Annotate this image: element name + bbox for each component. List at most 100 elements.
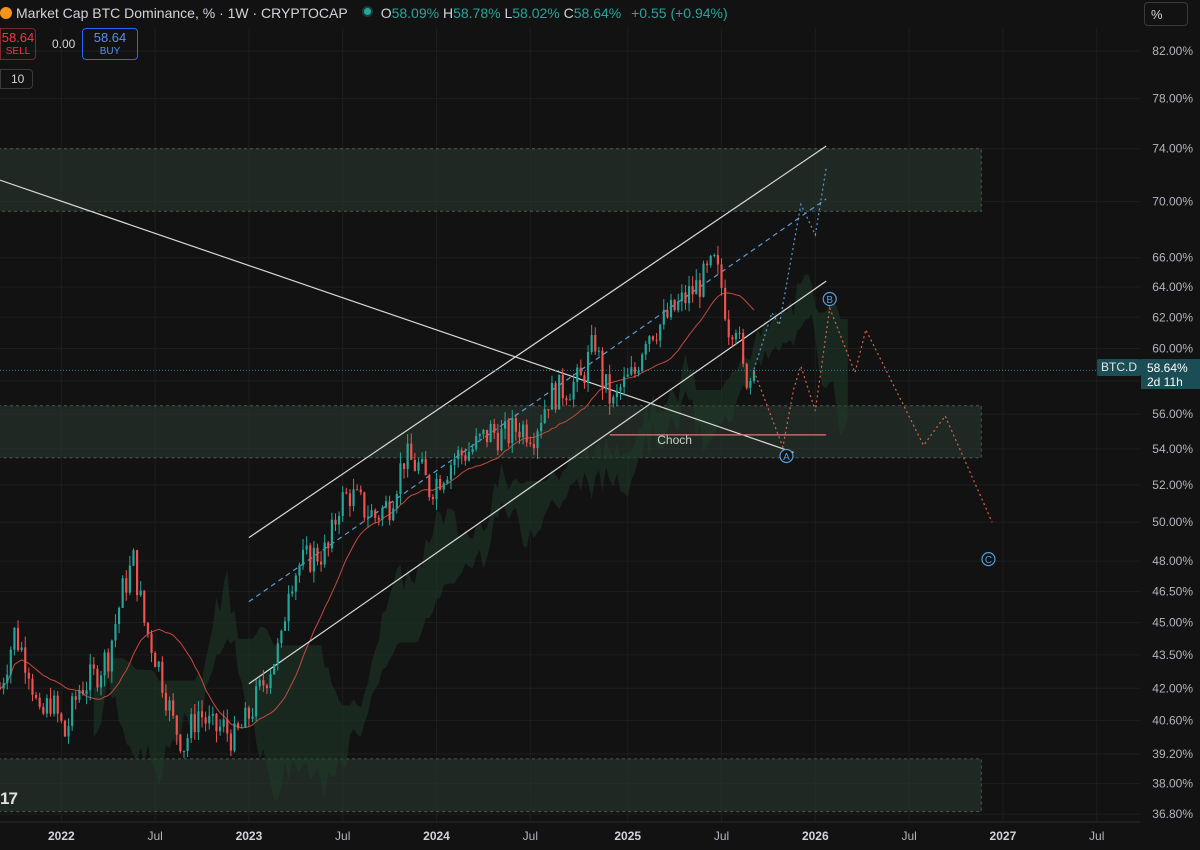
candle-body	[673, 299, 676, 311]
candle-body	[298, 565, 301, 576]
candle-body	[752, 370, 756, 381]
candle-body	[507, 421, 510, 444]
candle-body	[107, 652, 110, 672]
candle-body	[428, 475, 431, 498]
candle-body	[399, 463, 402, 495]
candle-body	[370, 510, 373, 517]
time-axis[interactable]: 2022 Jul 2023 Jul 2024 Jul 2025 Jul 2026 Jul 2027 J…	[0, 821, 1200, 850]
candle-body	[301, 549, 305, 566]
candle-body	[460, 450, 463, 456]
choch-label: Choch	[657, 433, 692, 447]
candle-body	[366, 516, 370, 518]
close-value: 58.64%	[573, 5, 622, 21]
candle-body	[659, 324, 662, 341]
candle-body	[677, 301, 680, 311]
legend-title: Market Cap BTC Dominance, % · 1W · CRYPT…	[16, 5, 348, 21]
time-tick-label: 2025	[614, 829, 641, 843]
candle-body	[182, 750, 186, 752]
candle-body	[583, 375, 586, 384]
descending-trendline	[0, 179, 794, 453]
candle-body	[280, 630, 283, 644]
candle-body	[294, 575, 297, 592]
time-tick-label: 2027	[990, 829, 1017, 843]
time-tick-label: Jul	[523, 829, 538, 843]
market-status-dot-icon	[361, 6, 373, 17]
candles	[0, 245, 756, 759]
price-tick-label: 38.00%	[1152, 777, 1193, 791]
candle-body	[457, 450, 460, 460]
candle-body	[204, 717, 207, 724]
buy-button[interactable]: 58.64 BUY	[82, 28, 138, 60]
wave-label-a: A	[783, 452, 790, 463]
quantity-value: 10	[11, 72, 25, 86]
candle-body	[154, 653, 157, 668]
candle-body	[143, 590, 146, 623]
candle-body	[377, 517, 380, 520]
price-tick-label: 45.00%	[1152, 616, 1193, 630]
candle-body	[255, 686, 258, 717]
candle-body	[572, 381, 575, 400]
candle-body	[139, 590, 142, 596]
candle-body	[327, 542, 330, 549]
candle-body	[702, 263, 705, 297]
candle-body	[623, 376, 626, 388]
candle-body	[485, 429, 489, 443]
candle-body	[604, 374, 608, 390]
candle-body	[713, 255, 716, 257]
price-tick-label: 40.60%	[1152, 714, 1193, 728]
candle-body	[493, 423, 496, 433]
candle-body	[695, 280, 698, 295]
channel-upper-line	[248, 145, 827, 539]
candle-body	[384, 501, 388, 508]
chart-legend: Market Cap BTC Dominance, % · 1W · CRYPT…	[0, 5, 728, 21]
candle-body	[597, 350, 600, 352]
candle-body	[669, 299, 673, 318]
candle-body	[157, 661, 160, 668]
candle-body	[99, 675, 103, 688]
candle-body	[540, 422, 543, 432]
price-tick-label: 60.00%	[1152, 342, 1193, 356]
candle-body	[742, 332, 745, 364]
candle-body	[9, 649, 12, 675]
candle-body	[568, 399, 572, 401]
candle-body	[413, 459, 416, 471]
candle-body	[200, 711, 204, 718]
candle-body	[244, 707, 247, 728]
candle-body	[161, 661, 164, 693]
candle-body	[316, 547, 319, 562]
annotations: Choch A B C	[657, 291, 996, 567]
candle-body	[734, 333, 738, 340]
candle-body	[431, 497, 434, 500]
candle-body	[81, 689, 85, 695]
candle-body	[150, 633, 153, 654]
wave-marker-circle	[981, 552, 996, 567]
candle-body	[731, 337, 734, 340]
cloud-area	[93, 274, 848, 801]
price-tick-label: 46.50%	[1152, 584, 1193, 598]
candle-body	[265, 685, 269, 689]
candle-body	[374, 510, 377, 518]
candle-body	[464, 455, 467, 461]
candle-body	[626, 374, 629, 377]
scale-mode-button[interactable]: %	[1144, 2, 1188, 26]
zone-box	[0, 758, 982, 813]
candle-body	[186, 737, 189, 751]
candle-body	[536, 431, 539, 449]
quantity-field[interactable]: 10	[0, 69, 34, 89]
projection-paths	[753, 168, 993, 523]
bearish-projection-path	[753, 305, 993, 523]
candle-body	[525, 424, 528, 443]
wave-label-b: B	[826, 295, 833, 306]
current-price: 58.64%	[1147, 361, 1188, 375]
price-tick-label: 54.00%	[1152, 442, 1193, 456]
candle-body	[615, 390, 618, 398]
candle-body	[500, 428, 503, 451]
sell-button[interactable]: 58.64 SELL	[0, 28, 36, 60]
price-tick-label: 48.00%	[1152, 554, 1193, 568]
candle-body	[276, 643, 279, 665]
price-axis[interactable]: 82.00% 78.00% 74.00% 70.00% 66.00% 64.00% 62.0…	[1140, 0, 1200, 850]
candle-body	[745, 363, 748, 388]
candle-body	[71, 696, 74, 726]
